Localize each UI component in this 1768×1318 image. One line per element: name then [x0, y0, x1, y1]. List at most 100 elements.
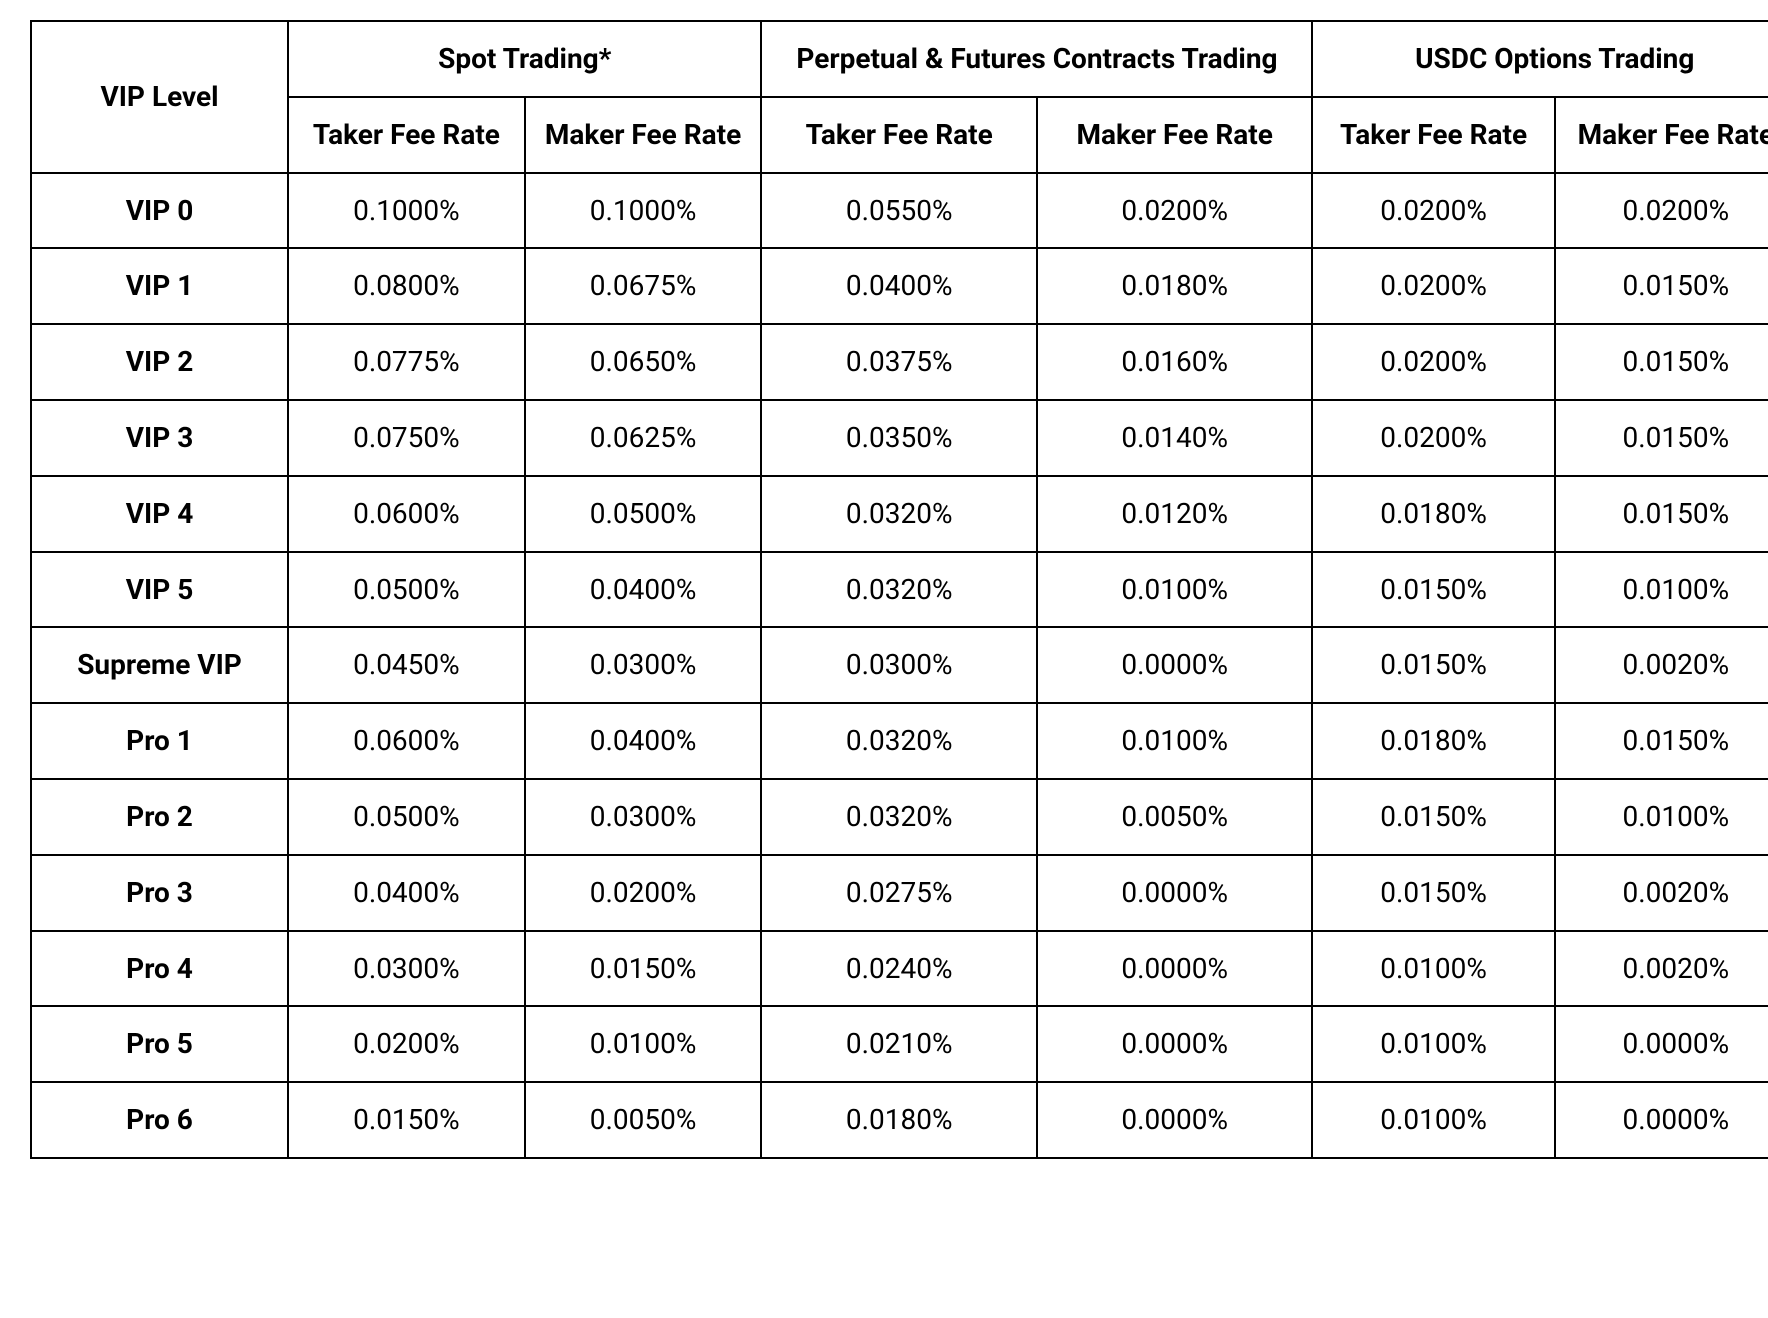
opt-maker-cell: 0.0200%: [1555, 173, 1768, 249]
opt-maker-cell: 0.0020%: [1555, 931, 1768, 1007]
table-row: VIP 00.1000%0.1000%0.0550%0.0200%0.0200%…: [31, 173, 1768, 249]
spot-taker-cell: 0.0200%: [288, 1006, 525, 1082]
spot-maker-cell: 0.0675%: [525, 248, 762, 324]
header-perp-futures: Perpetual & Futures Contracts Trading: [761, 21, 1312, 97]
level-cell: Pro 3: [31, 855, 288, 931]
table-row: VIP 10.0800%0.0675%0.0400%0.0180%0.0200%…: [31, 248, 1768, 324]
perp-maker-cell: 0.0200%: [1037, 173, 1313, 249]
fee-table-head: VIP Level Spot Trading* Perpetual & Futu…: [31, 21, 1768, 173]
perp-maker-cell: 0.0120%: [1037, 476, 1313, 552]
perp-taker-cell: 0.0275%: [761, 855, 1037, 931]
perp-taker-cell: 0.0300%: [761, 627, 1037, 703]
header-opt-maker: Maker Fee Rate: [1555, 97, 1768, 173]
opt-taker-cell: 0.0150%: [1312, 552, 1554, 628]
perp-maker-cell: 0.0180%: [1037, 248, 1313, 324]
table-row: Pro 30.0400%0.0200%0.0275%0.0000%0.0150%…: [31, 855, 1768, 931]
spot-maker-cell: 0.0050%: [525, 1082, 762, 1158]
spot-maker-cell: 0.0300%: [525, 779, 762, 855]
opt-maker-cell: 0.0020%: [1555, 627, 1768, 703]
opt-taker-cell: 0.0200%: [1312, 173, 1554, 249]
level-cell: Pro 5: [31, 1006, 288, 1082]
opt-taker-cell: 0.0200%: [1312, 400, 1554, 476]
spot-maker-cell: 0.0200%: [525, 855, 762, 931]
spot-taker-cell: 0.0150%: [288, 1082, 525, 1158]
perp-maker-cell: 0.0000%: [1037, 855, 1313, 931]
level-cell: Pro 4: [31, 931, 288, 1007]
spot-taker-cell: 0.1000%: [288, 173, 525, 249]
fee-table-body: VIP 00.1000%0.1000%0.0550%0.0200%0.0200%…: [31, 173, 1768, 1158]
opt-maker-cell: 0.0150%: [1555, 324, 1768, 400]
spot-maker-cell: 0.0300%: [525, 627, 762, 703]
opt-maker-cell: 0.0000%: [1555, 1006, 1768, 1082]
fee-table: VIP Level Spot Trading* Perpetual & Futu…: [30, 20, 1768, 1159]
opt-taker-cell: 0.0200%: [1312, 248, 1554, 324]
header-perp-maker: Maker Fee Rate: [1037, 97, 1313, 173]
perp-taker-cell: 0.0320%: [761, 779, 1037, 855]
opt-maker-cell: 0.0150%: [1555, 400, 1768, 476]
perp-taker-cell: 0.0180%: [761, 1082, 1037, 1158]
header-row-1: VIP Level Spot Trading* Perpetual & Futu…: [31, 21, 1768, 97]
table-row: VIP 30.0750%0.0625%0.0350%0.0140%0.0200%…: [31, 400, 1768, 476]
header-spot-maker: Maker Fee Rate: [525, 97, 762, 173]
opt-taker-cell: 0.0100%: [1312, 1006, 1554, 1082]
table-row: Supreme VIP0.0450%0.0300%0.0300%0.0000%0…: [31, 627, 1768, 703]
opt-taker-cell: 0.0180%: [1312, 476, 1554, 552]
spot-taker-cell: 0.0775%: [288, 324, 525, 400]
spot-taker-cell: 0.0500%: [288, 779, 525, 855]
spot-taker-cell: 0.0600%: [288, 703, 525, 779]
level-cell: VIP 1: [31, 248, 288, 324]
perp-maker-cell: 0.0050%: [1037, 779, 1313, 855]
opt-maker-cell: 0.0100%: [1555, 779, 1768, 855]
opt-maker-cell: 0.0150%: [1555, 476, 1768, 552]
perp-maker-cell: 0.0000%: [1037, 931, 1313, 1007]
level-cell: Pro 2: [31, 779, 288, 855]
opt-maker-cell: 0.0020%: [1555, 855, 1768, 931]
table-row: Pro 50.0200%0.0100%0.0210%0.0000%0.0100%…: [31, 1006, 1768, 1082]
table-row: Pro 60.0150%0.0050%0.0180%0.0000%0.0100%…: [31, 1082, 1768, 1158]
perp-taker-cell: 0.0320%: [761, 552, 1037, 628]
opt-maker-cell: 0.0000%: [1555, 1082, 1768, 1158]
table-row: Pro 40.0300%0.0150%0.0240%0.0000%0.0100%…: [31, 931, 1768, 1007]
opt-taker-cell: 0.0150%: [1312, 779, 1554, 855]
perp-maker-cell: 0.0000%: [1037, 627, 1313, 703]
header-spot-trading: Spot Trading*: [288, 21, 761, 97]
spot-maker-cell: 0.0400%: [525, 552, 762, 628]
table-row: VIP 20.0775%0.0650%0.0375%0.0160%0.0200%…: [31, 324, 1768, 400]
opt-maker-cell: 0.0150%: [1555, 248, 1768, 324]
level-cell: Pro 1: [31, 703, 288, 779]
table-row: VIP 50.0500%0.0400%0.0320%0.0100%0.0150%…: [31, 552, 1768, 628]
opt-taker-cell: 0.0150%: [1312, 855, 1554, 931]
opt-taker-cell: 0.0180%: [1312, 703, 1554, 779]
level-cell: VIP 3: [31, 400, 288, 476]
perp-taker-cell: 0.0350%: [761, 400, 1037, 476]
level-cell: VIP 4: [31, 476, 288, 552]
spot-maker-cell: 0.0150%: [525, 931, 762, 1007]
spot-taker-cell: 0.0300%: [288, 931, 525, 1007]
spot-taker-cell: 0.0800%: [288, 248, 525, 324]
opt-taker-cell: 0.0150%: [1312, 627, 1554, 703]
header-usdc-options: USDC Options Trading: [1312, 21, 1768, 97]
level-cell: Pro 6: [31, 1082, 288, 1158]
perp-maker-cell: 0.0140%: [1037, 400, 1313, 476]
perp-maker-cell: 0.0000%: [1037, 1082, 1313, 1158]
opt-taker-cell: 0.0100%: [1312, 1082, 1554, 1158]
table-row: Pro 20.0500%0.0300%0.0320%0.0050%0.0150%…: [31, 779, 1768, 855]
spot-taker-cell: 0.0750%: [288, 400, 525, 476]
perp-taker-cell: 0.0375%: [761, 324, 1037, 400]
header-row-2: Taker Fee Rate Maker Fee Rate Taker Fee …: [31, 97, 1768, 173]
perp-maker-cell: 0.0160%: [1037, 324, 1313, 400]
header-opt-taker: Taker Fee Rate: [1312, 97, 1554, 173]
header-spot-taker: Taker Fee Rate: [288, 97, 525, 173]
opt-maker-cell: 0.0100%: [1555, 552, 1768, 628]
spot-maker-cell: 0.0650%: [525, 324, 762, 400]
perp-taker-cell: 0.0320%: [761, 703, 1037, 779]
perp-maker-cell: 0.0100%: [1037, 552, 1313, 628]
spot-maker-cell: 0.1000%: [525, 173, 762, 249]
level-cell: VIP 0: [31, 173, 288, 249]
opt-maker-cell: 0.0150%: [1555, 703, 1768, 779]
level-cell: VIP 5: [31, 552, 288, 628]
level-cell: Supreme VIP: [31, 627, 288, 703]
perp-maker-cell: 0.0000%: [1037, 1006, 1313, 1082]
perp-taker-cell: 0.0550%: [761, 173, 1037, 249]
spot-taker-cell: 0.0600%: [288, 476, 525, 552]
